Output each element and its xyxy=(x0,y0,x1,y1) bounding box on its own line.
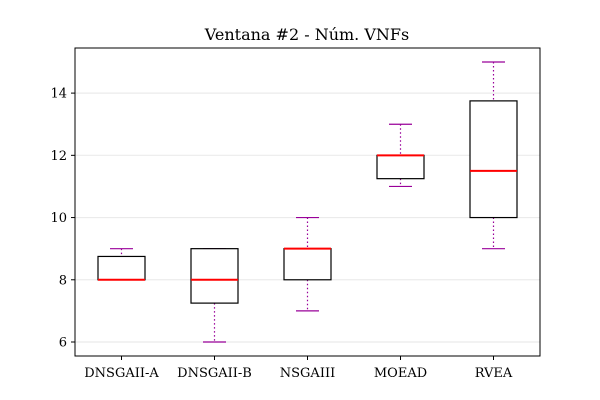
box-nsgaiii xyxy=(283,216,332,312)
axes: 6 8 10 12 14 DNSGAII-A DNSGAII-B NSGAIII MOEAD RV… xyxy=(50,87,512,381)
box-dnsgaii-b xyxy=(190,248,239,343)
iqr-box xyxy=(376,154,425,180)
x-tick-label: DNSGAII-B xyxy=(177,366,252,381)
y-tick-label: 6 xyxy=(59,336,67,351)
x-tick-label: DNSGAII-A xyxy=(84,366,159,381)
iqr-box xyxy=(283,248,332,281)
iqr-box xyxy=(97,255,146,281)
y-tick-label: 10 xyxy=(50,211,67,226)
x-tick-label: MOEAD xyxy=(374,366,427,381)
box-dnsgaii-a xyxy=(97,248,146,281)
x-tick-label: RVEA xyxy=(475,366,513,381)
iqr-box xyxy=(190,248,239,304)
chart-title: Ventana #2 - Núm. VNFs xyxy=(204,25,409,44)
box-rvea xyxy=(469,61,518,250)
y-tick-label: 12 xyxy=(50,149,67,164)
x-tick-label: NSGAIII xyxy=(280,366,335,381)
y-tick-label: 8 xyxy=(59,273,67,288)
iqr-box xyxy=(469,100,518,219)
box-moead xyxy=(376,123,425,188)
boxes xyxy=(97,61,518,343)
y-tick-label: 14 xyxy=(50,87,67,102)
